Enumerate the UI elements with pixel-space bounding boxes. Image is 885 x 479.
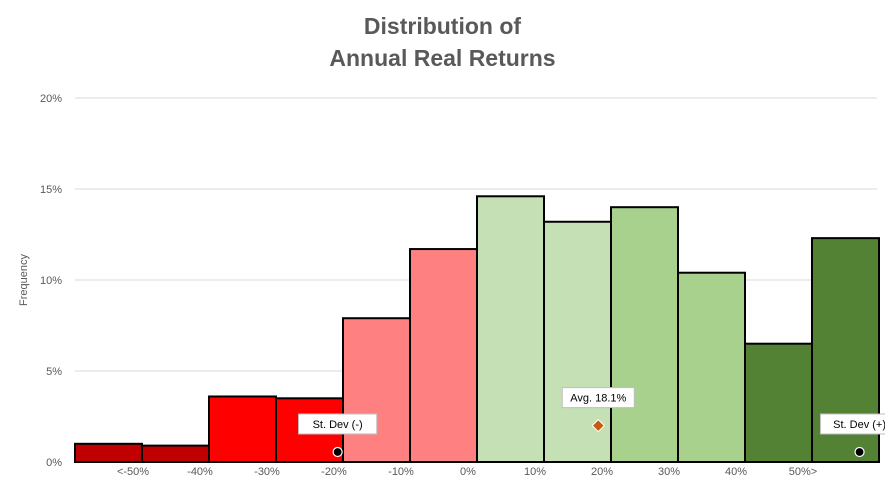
x-tick-label: 40% (725, 466, 747, 478)
y-tick-label: 10% (40, 275, 62, 287)
chart-title-line-1: Distribution of (363, 13, 522, 39)
x-tick-label: -40% (187, 466, 213, 478)
markers: Avg. 18.1% St. Dev (-) St. Dev (+) (298, 387, 885, 458)
histogram-bar (610, 206, 679, 463)
y-tick-label: 15% (40, 184, 62, 196)
x-tick-label: 50%> (789, 466, 817, 478)
marker-callout: Avg. 18.1% (561, 387, 635, 433)
histogram-bar (342, 317, 411, 463)
chart-title-line-2: Annual Real Returns (329, 45, 556, 71)
y-axis-ticks: 0% 5% 10% 15% 20% (40, 93, 62, 469)
x-axis-ticks: <-50% -40% -30% -20% -10% 0% 10% 20% 30% 40% 50%> (117, 466, 817, 478)
y-tick-label: 20% (40, 93, 62, 105)
marker-callout: St. Dev (+) (819, 413, 885, 458)
marker-callout: St. Dev (-) (298, 413, 378, 458)
histogram-bars (74, 195, 880, 464)
histogram-bar (74, 442, 143, 463)
average-marker (591, 418, 605, 433)
callout-label: Avg. 18.1% (570, 393, 626, 405)
std-dev-marker (854, 446, 865, 458)
x-tick-label: -20% (321, 466, 347, 478)
histogram-bar (208, 395, 277, 464)
callout-box (298, 413, 378, 435)
histogram-bar (409, 248, 478, 463)
y-axis-label: Frequency (18, 254, 30, 306)
x-tick-label: 10% (524, 466, 546, 478)
histogram-bar (543, 220, 612, 463)
x-tick-label: 0% (460, 466, 476, 478)
callout-label: St. Dev (-) (313, 419, 363, 431)
x-tick-label: -30% (254, 466, 280, 478)
y-tick-label: 0% (46, 457, 62, 469)
y-tick-label: 5% (46, 366, 62, 378)
callout-box (561, 387, 635, 409)
callout-label: St. Dev (+) (833, 419, 885, 431)
std-dev-marker (332, 446, 343, 458)
histogram-bar (476, 195, 545, 463)
callout-box (819, 413, 885, 435)
x-tick-label: 20% (591, 466, 613, 478)
x-tick-label: -10% (388, 466, 414, 478)
x-tick-label: <-50% (117, 466, 149, 478)
histogram-bar (677, 271, 746, 463)
x-tick-label: 30% (658, 466, 680, 478)
histogram-bar (141, 444, 210, 463)
chart-title: Distribution of Annual Real Returns (0, 10, 885, 74)
histogram-bar (744, 342, 813, 464)
